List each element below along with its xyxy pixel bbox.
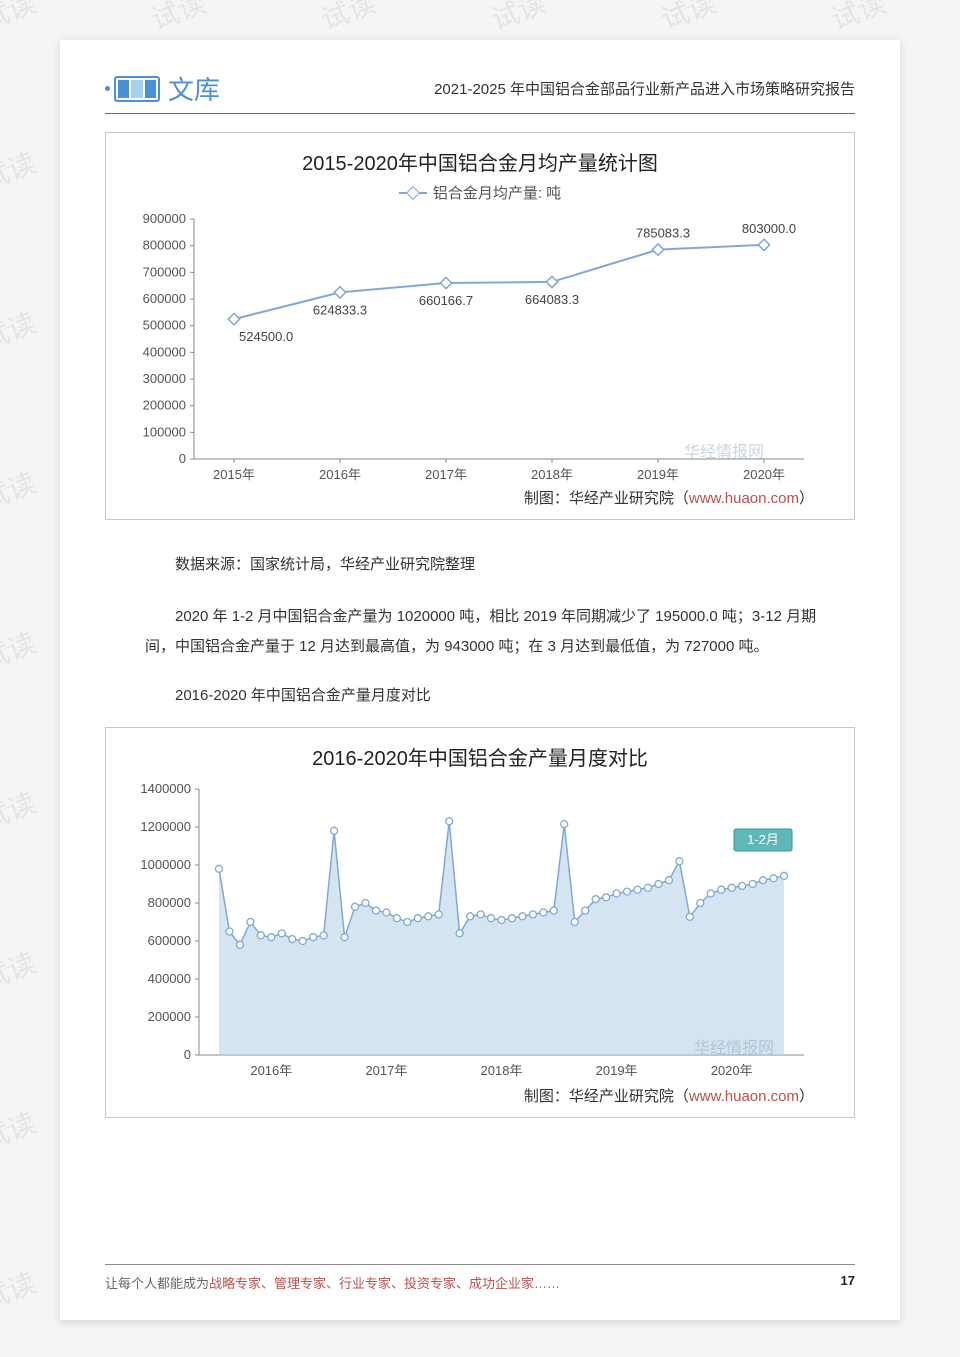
svg-text:600000: 600000 xyxy=(148,933,191,948)
svg-text:500000: 500000 xyxy=(143,318,186,333)
svg-text:785083.3: 785083.3 xyxy=(636,226,690,241)
svg-text:200000: 200000 xyxy=(143,398,186,413)
svg-text:2017年: 2017年 xyxy=(425,467,467,482)
chart1-svg: 0 100000 200000 300000 400000 500000 600000 700… xyxy=(124,209,824,509)
page-number: 17 xyxy=(841,1273,855,1292)
svg-text:200000: 200000 xyxy=(148,1009,191,1024)
svg-text:400000: 400000 xyxy=(148,971,191,986)
svg-text:2016年: 2016年 xyxy=(319,467,361,482)
page-header: 文库 2021-2025 年中国铝合金部品行业新产品进入市场策略研究报告 xyxy=(105,70,855,114)
chart2-heading: 2016-2020 年中国铝合金产量月度对比 xyxy=(145,684,835,705)
svg-text:624833.3: 624833.3 xyxy=(313,302,367,317)
chart2-svg: 0 200000 400000 600000 800000 1000000 1200000 1… xyxy=(124,777,824,1107)
svg-text:660166.7: 660166.7 xyxy=(419,293,473,308)
paragraph-text: 2020 年 1-2 月中国铝合金产量为 1020000 吨，相比 2019 年… xyxy=(145,602,835,662)
svg-text:2017年: 2017年 xyxy=(365,1063,407,1078)
svg-text:华经情报网: 华经情报网 xyxy=(684,443,764,461)
svg-text:803000.0: 803000.0 xyxy=(742,221,796,236)
logo-icon xyxy=(114,76,160,102)
data-source-text: 数据来源：国家统计局，华经产业研究院整理 xyxy=(145,550,835,580)
chart2-container: 2016-2020年中国铝合金产量月度对比 0 200000 400000 60000… xyxy=(105,727,855,1118)
svg-text:1200000: 1200000 xyxy=(140,819,191,834)
svg-text:2018年: 2018年 xyxy=(481,1063,523,1078)
chart1-title: 2015-2020年中国铝合金月均产量统计图 xyxy=(124,147,836,176)
page-footer: 让每个人都能成为战略专家、管理专家、行业专家、投资专家、成功企业家…… 17 xyxy=(105,1264,855,1292)
document-page: 文库 2021-2025 年中国铝合金部品行业新产品进入市场策略研究报告 201… xyxy=(60,40,900,1320)
svg-text:制图：华经产业研究院（www.huaon.com）: 制图：华经产业研究院（www.huaon.com） xyxy=(524,1087,814,1105)
chart2-title: 2016-2020年中国铝合金产量月度对比 xyxy=(124,742,836,771)
svg-text:700000: 700000 xyxy=(143,264,186,279)
svg-text:制图：华经产业研究院（www.huaon.com）: 制图：华经产业研究院（www.huaon.com） xyxy=(524,489,814,507)
svg-text:900000: 900000 xyxy=(143,211,186,226)
svg-text:800000: 800000 xyxy=(148,895,191,910)
chart1-legend: 铝合金月均产量: 吨 xyxy=(124,182,836,203)
svg-text:800000: 800000 xyxy=(143,238,186,253)
svg-text:2020年: 2020年 xyxy=(711,1063,753,1078)
svg-text:2020年: 2020年 xyxy=(743,467,785,482)
svg-text:100000: 100000 xyxy=(143,424,186,439)
svg-text:0: 0 xyxy=(184,1047,191,1062)
legend-marker-icon xyxy=(399,192,427,194)
svg-text:2019年: 2019年 xyxy=(596,1063,638,1078)
footer-slogan: 让每个人都能成为战略专家、管理专家、行业专家、投资专家、成功企业家…… xyxy=(105,1273,560,1292)
svg-text:华经情报网: 华经情报网 xyxy=(694,1039,774,1057)
svg-text:2019年: 2019年 xyxy=(637,467,679,482)
svg-text:2016年: 2016年 xyxy=(250,1063,292,1078)
svg-text:400000: 400000 xyxy=(143,344,186,359)
site-logo: 文库 xyxy=(105,70,220,107)
svg-text:524500.0: 524500.0 xyxy=(239,329,293,344)
chart1-container: 2015-2020年中国铝合金月均产量统计图 铝合金月均产量: 吨 0 10000… xyxy=(105,132,855,520)
svg-text:2015年: 2015年 xyxy=(213,467,255,482)
svg-text:600000: 600000 xyxy=(143,291,186,306)
svg-text:1400000: 1400000 xyxy=(140,781,191,796)
svg-text:300000: 300000 xyxy=(143,371,186,386)
svg-text:0: 0 xyxy=(179,451,186,466)
svg-text:2018年: 2018年 xyxy=(531,467,573,482)
logo-text: 文库 xyxy=(168,70,220,107)
svg-text:1-2月: 1-2月 xyxy=(747,832,779,847)
report-title: 2021-2025 年中国铝合金部品行业新产品进入市场策略研究报告 xyxy=(434,78,855,99)
svg-text:1000000: 1000000 xyxy=(140,857,191,872)
chart1-legend-label: 铝合金月均产量: 吨 xyxy=(433,182,561,203)
svg-text:664083.3: 664083.3 xyxy=(525,292,579,307)
